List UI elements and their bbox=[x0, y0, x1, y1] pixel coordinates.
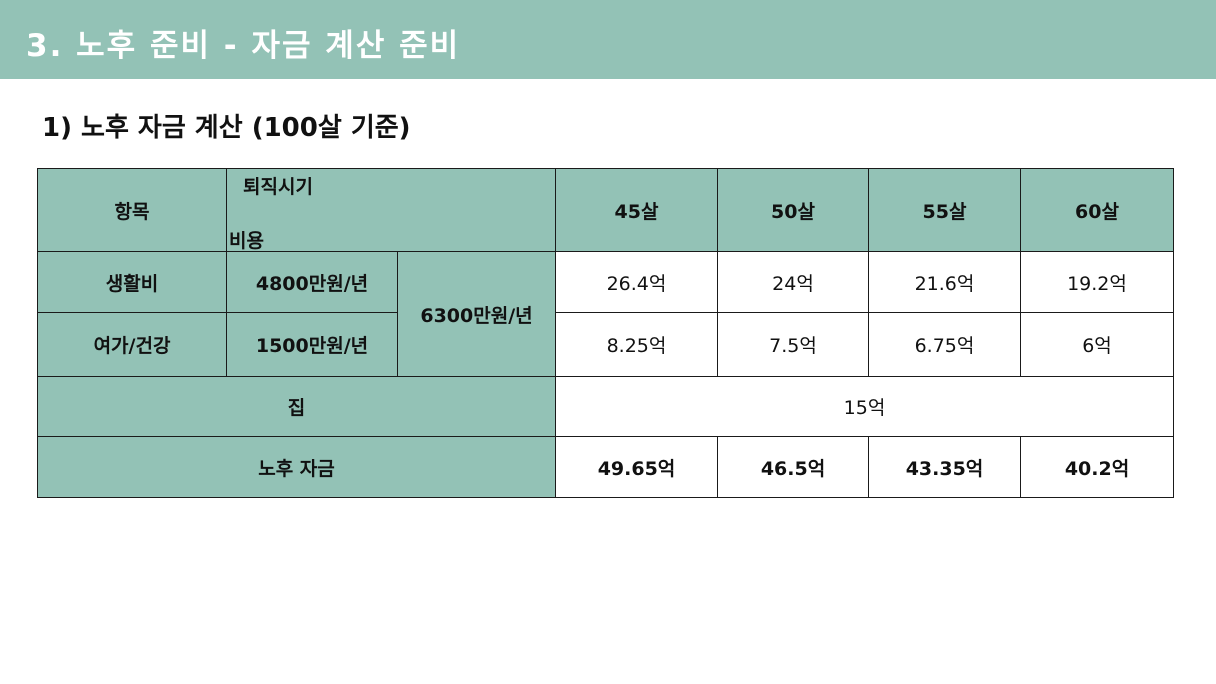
header-cell-item: 항목 bbox=[37, 168, 227, 252]
living-cost-cell: 4800만원/년 bbox=[226, 251, 398, 313]
section-title: 1) 노후 자금 계산 (100살 기준) bbox=[42, 113, 411, 143]
value-cell: 19.2억 bbox=[1020, 251, 1174, 313]
header-cell-age: 50살 bbox=[717, 168, 869, 252]
row-label-living: 생활비 bbox=[37, 251, 227, 313]
total-value-cell: 46.5억 bbox=[717, 436, 869, 498]
table-row-total: 노후 자금 49.65억 46.5억 43.35억 40.2억 bbox=[37, 436, 1174, 498]
value-cell: 21.6억 bbox=[868, 251, 1021, 313]
table-row: 생활비 4800만원/년 6300만원/년 26.4억 24억 21.6억 19… bbox=[37, 251, 1174, 377]
house-value-cell: 15억 bbox=[555, 376, 1174, 437]
table-header-row: 항목 퇴직시기 비용 45살 50살 55살 60살 bbox=[37, 168, 1174, 252]
value-cell: 7.5억 bbox=[717, 312, 869, 377]
table-row: 집 15억 bbox=[37, 376, 1174, 437]
header-bar: 3. 노후 준비 - 자금 계산 준비 bbox=[0, 0, 1216, 79]
row-label-house: 집 bbox=[37, 376, 556, 437]
value-cell: 26.4억 bbox=[555, 251, 718, 313]
retirement-fund-table: 항목 퇴직시기 비용 45살 50살 55살 60살 생활비 4800만원/년 … bbox=[37, 168, 1174, 498]
total-value-cell: 49.65억 bbox=[555, 436, 718, 498]
combined-cost-cell: 6300만원/년 bbox=[397, 251, 556, 377]
header-cost-label: 비용 bbox=[229, 229, 264, 252]
value-cell: 6억 bbox=[1020, 312, 1174, 377]
leisure-cost-cell: 1500만원/년 bbox=[226, 312, 398, 377]
header-cell-age: 60살 bbox=[1020, 168, 1174, 252]
slide-title: 3. 노후 준비 - 자금 계산 준비 bbox=[26, 28, 461, 64]
header-cell-age: 45살 bbox=[555, 168, 718, 252]
total-value-cell: 40.2억 bbox=[1020, 436, 1174, 498]
row-label-leisure: 여가/건강 bbox=[37, 312, 227, 377]
table-row: 여가/건강 1500만원/년 8.25억 7.5억 6.75억 6억 bbox=[37, 312, 1174, 377]
total-value-cell: 43.35억 bbox=[868, 436, 1021, 498]
header-cell-age: 55살 bbox=[868, 168, 1021, 252]
value-cell: 6.75억 bbox=[868, 312, 1021, 377]
value-cell: 24억 bbox=[717, 251, 869, 313]
header-retire-label: 퇴직시기 bbox=[243, 175, 313, 198]
value-cell: 8.25억 bbox=[555, 312, 718, 377]
row-label-total: 노후 자금 bbox=[37, 436, 556, 498]
header-cell-retire-cost: 퇴직시기 비용 bbox=[226, 168, 556, 252]
